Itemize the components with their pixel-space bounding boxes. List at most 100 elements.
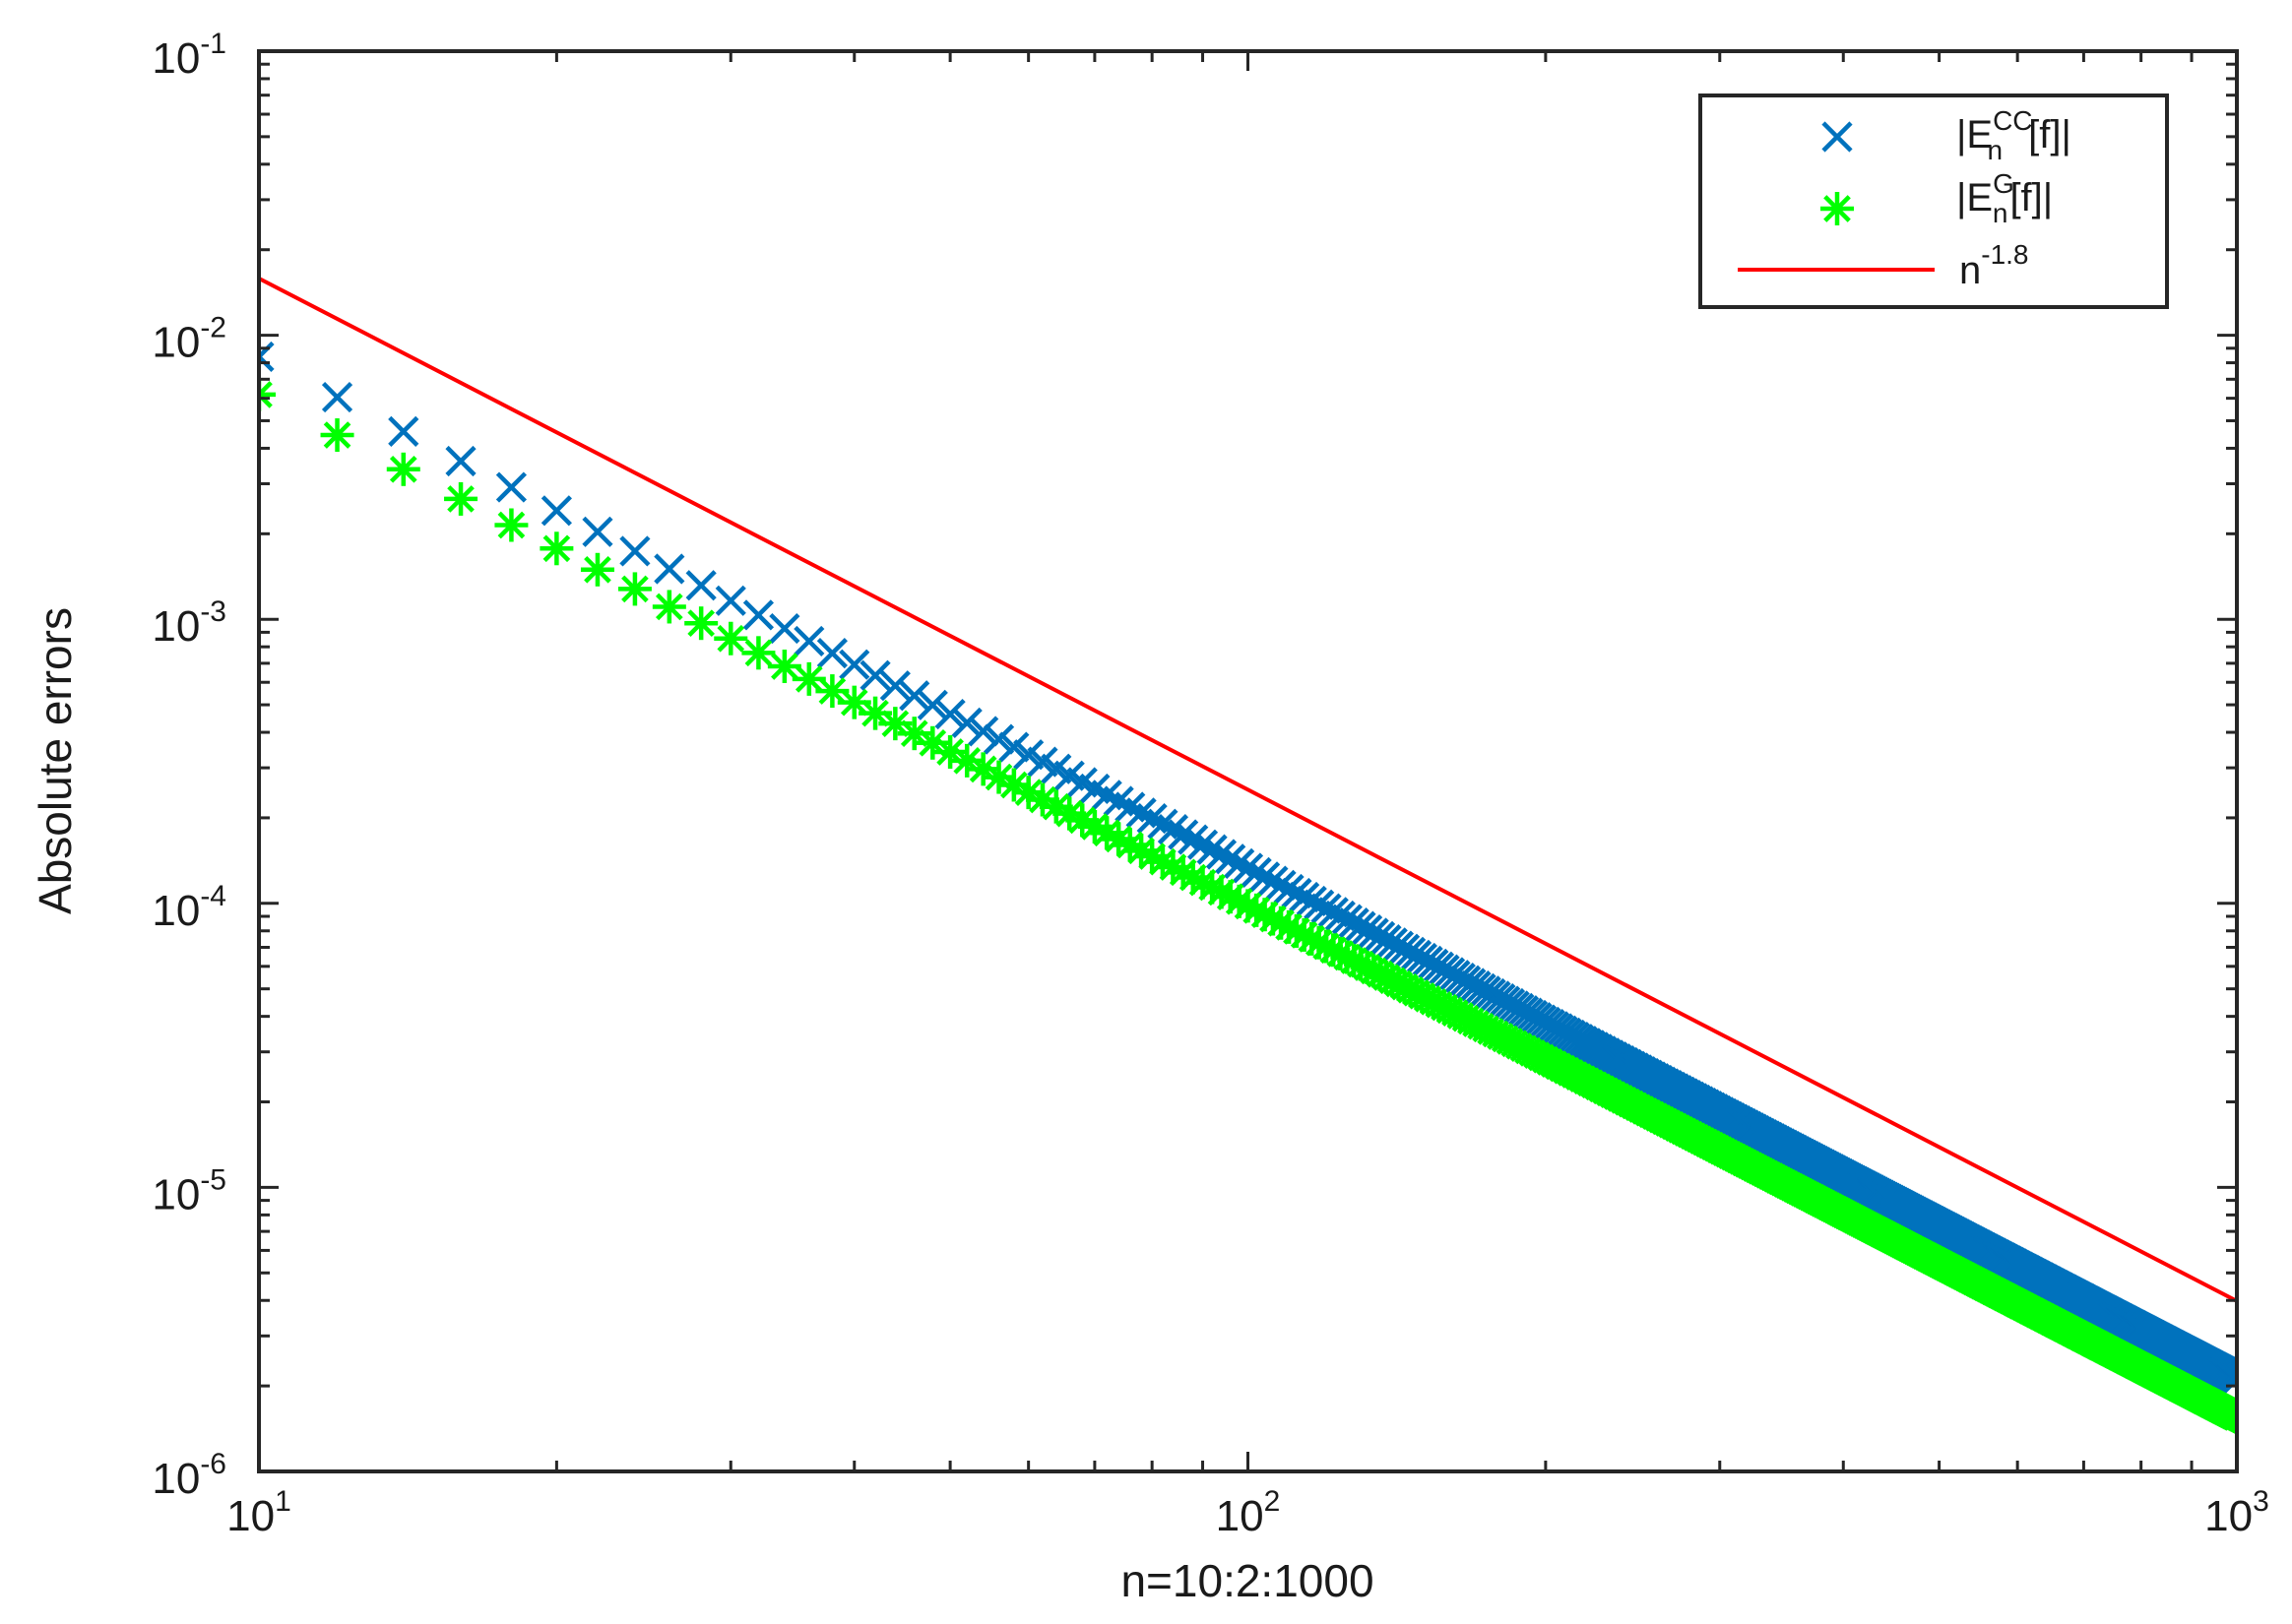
marker-stroke: [1014, 779, 1043, 806]
data-point-cc: [769, 612, 800, 645]
legend-marker-star: [1820, 192, 1854, 225]
data-point-gauss: [494, 508, 529, 542]
data-point-cc: [1289, 881, 1320, 913]
marker-stroke: [900, 719, 928, 748]
data-point-gauss: [259, 377, 276, 411]
series-2: [259, 277, 2237, 1303]
data-point-cc: [1205, 839, 1238, 870]
tick-exponent: -1: [200, 28, 226, 60]
data-point-gauss: [2220, 1400, 2237, 1434]
marker-stroke: [860, 659, 891, 691]
marker-stroke: [985, 763, 1013, 791]
data-point-cc: [388, 415, 419, 447]
marker-stroke: [742, 599, 775, 631]
data-point-cc: [839, 649, 870, 680]
marker-stroke: [1053, 760, 1085, 791]
data-point-cc: [1281, 877, 1312, 909]
marker-stroke: [861, 699, 889, 727]
legend-entry-gauss: |EG n[f]|: [1956, 168, 2053, 228]
marker-stroke: [951, 707, 983, 738]
marker-stroke: [1196, 834, 1228, 865]
y-tick-label: 10-6: [152, 1448, 226, 1503]
marker-stroke: [1324, 900, 1356, 932]
tick-exponent: -6: [200, 1448, 226, 1480]
data-point-gauss: [320, 418, 354, 453]
marker-stroke: [2221, 1363, 2237, 1383]
marker-stroke: [2223, 1404, 2237, 1421]
marker-stroke: [983, 723, 1015, 755]
marker-stroke: [1066, 767, 1098, 798]
tick-base: 10: [152, 319, 200, 367]
marker-stroke: [744, 639, 773, 667]
data-point-cc: [1186, 829, 1219, 860]
marker-stroke: [654, 553, 685, 585]
data-point-cc: [998, 731, 1030, 763]
marker-stroke: [1257, 865, 1289, 897]
data-point-cc: [1168, 819, 1199, 850]
data-point-cc: [1265, 869, 1297, 901]
marker-stroke: [1281, 877, 1312, 909]
data-point-cc: [445, 445, 477, 477]
marker-stroke: [771, 653, 798, 680]
marker-stroke: [1317, 897, 1349, 928]
marker-stroke: [619, 535, 651, 567]
data-point-gauss: [741, 636, 776, 670]
data-point-cc: [541, 495, 572, 527]
data-point-cc: [685, 570, 717, 601]
marker-stroke: [1265, 869, 1297, 901]
x-tick-label: 103: [2204, 1485, 2269, 1540]
tick-exponent: 2: [1264, 1485, 1281, 1518]
data-point-gauss: [792, 661, 826, 696]
marker-stroke: [1013, 739, 1045, 771]
marker-stroke: [715, 585, 746, 616]
marker-stroke: [881, 710, 910, 737]
marker-stroke: [1105, 825, 1132, 853]
marker-stroke: [1055, 799, 1084, 828]
legend-swatch-cc: [1821, 121, 1853, 153]
marker-stroke: [1147, 808, 1178, 840]
marker-stroke: [818, 677, 847, 705]
tick-base: 10: [152, 887, 200, 935]
data-point-gauss: [444, 481, 478, 516]
marker-stroke: [259, 391, 273, 408]
data-point-cc: [1304, 889, 1335, 920]
data-point-gauss: [652, 590, 686, 624]
marker-stroke: [1289, 881, 1320, 913]
data-point-cc: [951, 707, 983, 738]
marker-stroke: [1249, 861, 1281, 893]
marker-stroke: [1331, 904, 1363, 935]
y-tick-label: 10-5: [152, 1163, 226, 1218]
marker-stroke: [1127, 837, 1155, 865]
marker-stroke: [1304, 889, 1335, 920]
data-point-cc: [1241, 856, 1272, 888]
tick-exponent: -2: [200, 312, 226, 344]
marker-stroke: [687, 609, 716, 638]
marker-stroke: [447, 485, 475, 513]
data-point-cc: [1296, 885, 1327, 917]
tick-base: 10: [2204, 1492, 2253, 1540]
x-tick-label: 102: [1216, 1485, 1281, 1540]
data-point-cc: [816, 638, 848, 669]
marker-stroke: [1042, 792, 1070, 821]
data-point-cc: [654, 553, 685, 585]
data-point-cc: [1249, 861, 1281, 893]
marker-stroke: [497, 511, 526, 539]
marker-stroke: [840, 688, 868, 717]
marker-stroke: [1296, 885, 1327, 917]
tick-base: 10: [152, 1455, 200, 1503]
marker-stroke: [1310, 893, 1342, 924]
tick-exponent: -4: [200, 880, 226, 912]
data-point-cc: [321, 381, 353, 413]
data-point-cc: [1273, 873, 1305, 906]
marker-stroke: [1232, 852, 1264, 884]
data-point-cc: [1215, 843, 1246, 875]
legend-entry-cc: |ECC n [f]|: [1956, 105, 2071, 165]
legend-box: [1698, 94, 2169, 309]
marker-stroke: [795, 665, 823, 693]
tick-exponent: 1: [275, 1485, 291, 1518]
marker-stroke: [621, 575, 649, 603]
series-layer: [259, 277, 2237, 1434]
marker-stroke: [1823, 195, 1851, 222]
legend-entry-reference: n-1.8: [1959, 239, 2029, 292]
